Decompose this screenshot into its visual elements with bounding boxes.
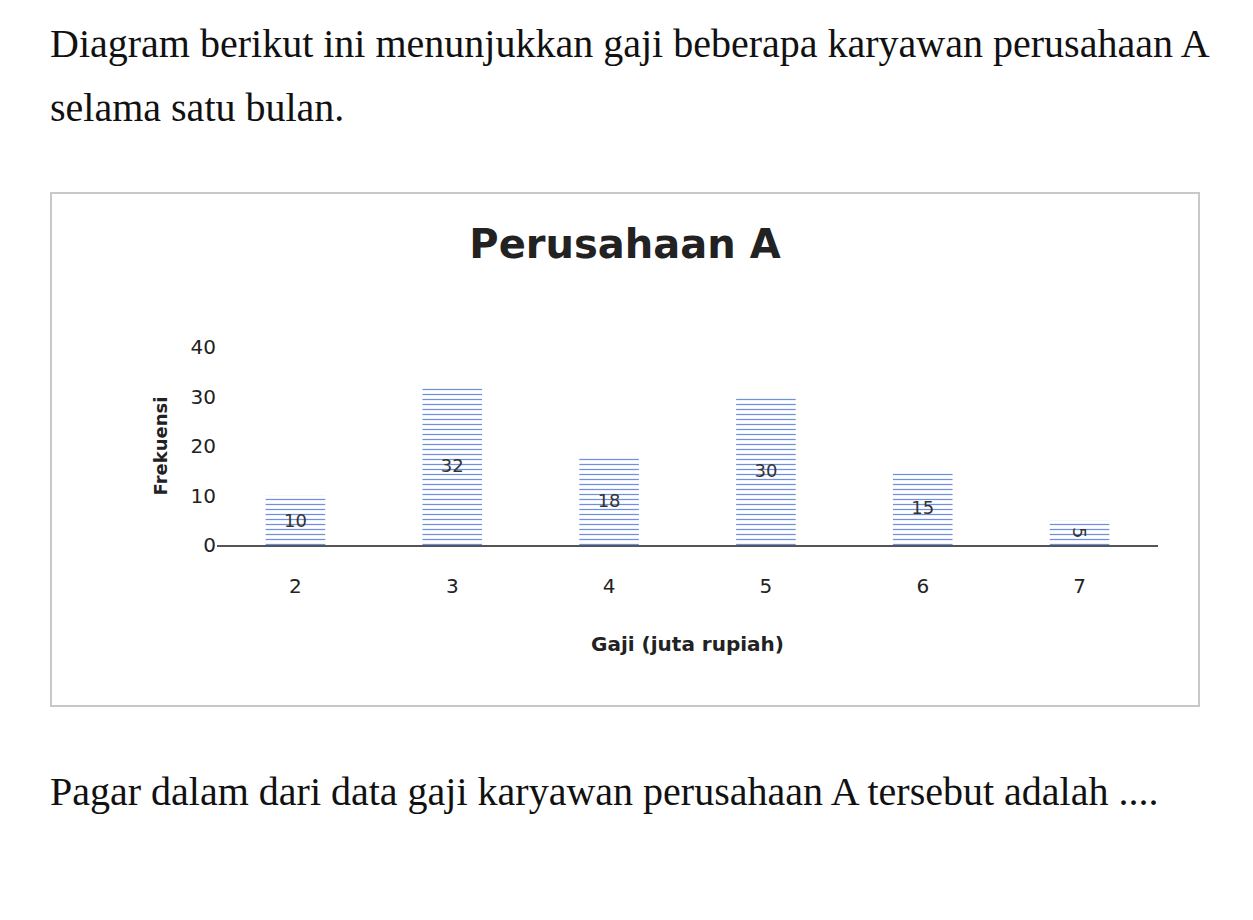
svg-text:3: 3 [446,574,459,598]
svg-text:7: 7 [1073,574,1086,598]
svg-text:Frekuensi: Frekuensi [150,397,171,496]
svg-text:10: 10 [191,484,216,508]
svg-text:20: 20 [191,434,216,458]
svg-text:40: 40 [191,335,216,359]
svg-text:Gaji (juta rupiah): Gaji (juta rupiah) [591,632,784,656]
svg-text:32: 32 [441,455,464,476]
svg-text:0: 0 [203,533,216,557]
svg-text:6: 6 [916,574,929,598]
svg-text:5: 5 [760,574,773,598]
svg-text:5: 5 [1069,527,1090,538]
svg-text:18: 18 [598,490,621,511]
svg-text:Perusahaan A: Perusahaan A [469,221,780,267]
svg-text:2: 2 [289,574,302,598]
html-text:Pagar dalam dari data gaji kar: Pagar dalam dari data gaji karyawan peru… [50,769,1159,814]
html-text:Diagram berikut ini menunjukka: Diagram berikut ini menunjukkan gaji beb… [50,21,1208,130]
svg-text:30: 30 [754,460,777,481]
svg-text:15: 15 [911,497,934,518]
svg-text:10: 10 [284,510,307,531]
svg-text:30: 30 [191,385,216,409]
svg-text:4: 4 [603,574,616,598]
